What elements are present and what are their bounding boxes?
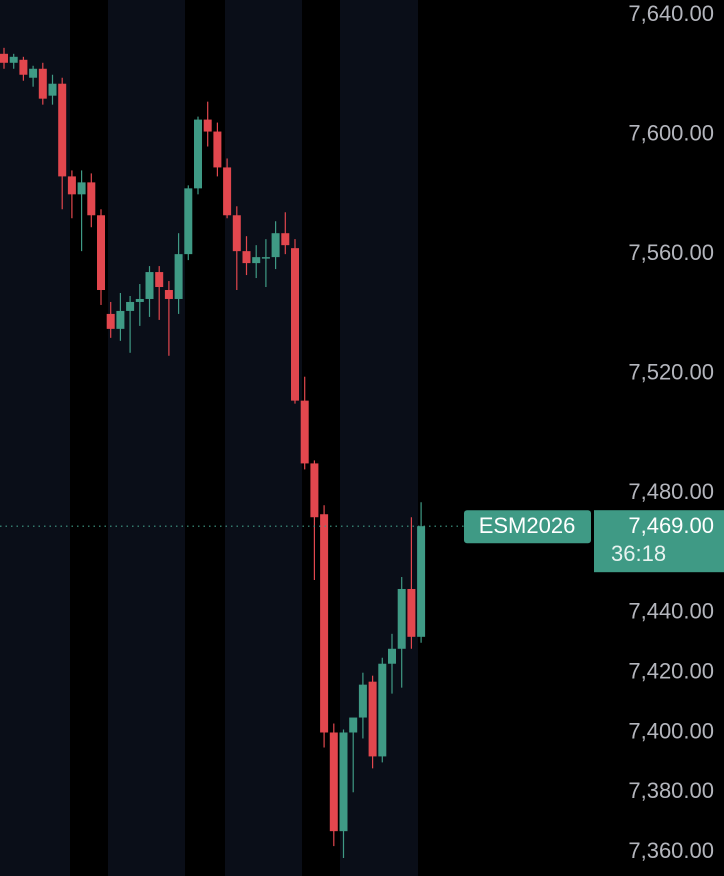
y-tick-label: 7,360.00 [628,838,714,863]
candle-body [38,68,47,99]
y-tick-label: 7,640.00 [628,1,714,26]
candle-body [97,215,105,291]
candle-body [281,233,290,246]
candle-body [232,215,241,252]
candle-body [145,272,154,299]
candle-body [58,83,67,177]
y-tick-label: 7,560.00 [628,240,714,265]
candle-body [87,182,96,216]
candle-body [203,119,212,132]
session-band [225,0,302,876]
candle-body [223,167,232,216]
y-tick-label: 7,380.00 [628,778,714,803]
candle-body [67,176,76,195]
y-tick-label: 7,400.00 [628,718,714,743]
candle-body [116,310,125,329]
candle-body [300,400,309,464]
candle-body [155,272,164,288]
candle-body [339,732,348,832]
y-tick-label: 7,600.00 [628,120,714,145]
candle-body [358,684,367,718]
candle-body [378,663,387,757]
symbol-label: ESM2026 [479,513,576,538]
candle-body [0,53,8,63]
candle-body [329,732,338,832]
candle-body [368,681,377,757]
candle-body [9,56,18,63]
candle-body [29,68,38,78]
candle-body [407,588,416,637]
candle-body [349,717,358,733]
candle-body [397,588,406,649]
candle-body [77,182,86,195]
candle-body [291,248,299,401]
candle-body [174,254,183,299]
candle-body [126,301,135,311]
candle-body [261,257,270,259]
candle-body [194,119,202,189]
candle-body [19,59,28,75]
candle-body [48,83,57,96]
session-band [108,0,185,876]
y-tick-label: 7,480.00 [628,479,714,504]
candle-body [320,514,329,733]
y-tick-label: 7,420.00 [628,659,714,684]
candle-body [213,131,222,168]
price-label: 7,469.00 [628,513,714,538]
candle-body [184,188,193,255]
candle-body [135,298,144,302]
candle-body [106,313,115,329]
candle-body [164,290,173,299]
candle-body [417,526,426,637]
y-tick-label: 7,520.00 [628,360,714,385]
candle-body [388,648,396,664]
y-tick-label: 7,440.00 [628,599,714,624]
price-label-box [594,510,724,573]
candle-body [252,257,261,264]
candle-body [271,233,280,258]
candle-body [242,251,251,264]
countdown-label: 36:18 [611,541,666,566]
candle-body [310,463,319,518]
symbol-label-box [464,510,591,544]
